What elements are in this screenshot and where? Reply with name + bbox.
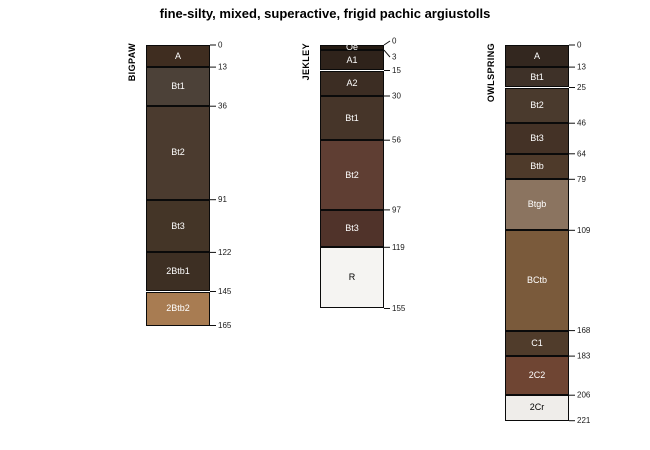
- horizon-label: R: [348, 272, 356, 283]
- depth-tick-label: 91: [218, 195, 227, 204]
- horizon-label: 2Btb1: [166, 266, 190, 277]
- horizon-bigpaw-bt1: Bt1: [146, 67, 210, 107]
- depth-tick-label: 122: [218, 248, 232, 257]
- horizon-label: Bt1: [345, 112, 359, 123]
- profile-id-bigpaw: BIGPAW: [127, 43, 137, 82]
- depth-tick-label: 13: [218, 63, 227, 72]
- horizon-label: Bt3: [171, 220, 185, 231]
- horizon-label: A: [533, 50, 540, 61]
- depth-tick-label: 0: [577, 41, 582, 50]
- horizon-jekley-bt1: Bt1: [320, 96, 384, 141]
- horizon-label: A: [174, 50, 181, 61]
- depth-tick-label: 46: [577, 119, 586, 128]
- horizon-owlspring-bt1: Bt1: [505, 67, 569, 88]
- horizon-label: A2: [346, 77, 358, 88]
- depth-tick-label: 119: [392, 243, 405, 252]
- profile-id-jekley: JEKLEY: [301, 43, 311, 81]
- horizon-label: Bt3: [530, 132, 544, 143]
- horizon-bigpaw-bt3: Bt3: [146, 199, 210, 253]
- horizon-jekley-a2: A2: [320, 70, 384, 96]
- horizon-label: BCtb: [526, 274, 547, 285]
- horizon-label: Bt2: [530, 99, 544, 110]
- depth-tick-label: 64: [577, 149, 586, 158]
- horizon-owlspring-2c2: 2C2: [505, 356, 569, 396]
- horizon-label: 2C2: [528, 370, 546, 381]
- depth-tick-label: 145: [218, 287, 232, 296]
- horizon-label: C1: [531, 337, 543, 348]
- depth-tick-label: 155: [392, 304, 406, 313]
- horizon-bigpaw-2btb1: 2Btb1: [146, 252, 210, 292]
- horizon-jekley-bt3: Bt3: [320, 209, 384, 248]
- horizon-owlspring-a: A: [505, 45, 569, 68]
- horizon-label: 2Btb2: [166, 303, 190, 313]
- horizon-owlspring-btb: Btb: [505, 153, 569, 180]
- horizon-label: A1: [346, 54, 358, 65]
- horizon-label: Bt1: [530, 71, 544, 82]
- horizon-owlspring-bt3: Bt3: [505, 123, 569, 154]
- horizon-bigpaw-2btb2: 2Btb2: [146, 291, 210, 326]
- horizon-label: Bt2: [345, 169, 359, 180]
- horizon-owlspring-bctb: BCtb: [505, 230, 569, 331]
- depth-tick-label: 168: [577, 326, 591, 335]
- depth-tick-label: 13: [577, 63, 586, 72]
- horizon-label: Bt2: [171, 147, 185, 158]
- horizon-owlspring-2cr: 2Cr: [505, 395, 569, 421]
- profile-id-owlspring: OWLSPRING: [486, 43, 496, 103]
- horizon-label: Bt3: [345, 223, 359, 234]
- depth-tick-label: 221: [577, 416, 591, 425]
- horizon-label: Btb: [530, 161, 544, 172]
- horizon-jekley-r: R: [320, 247, 384, 309]
- horizon-label: Bt1: [171, 81, 185, 92]
- plot-title: fine-silty, mixed, superactive, frigid p…: [159, 6, 491, 21]
- depth-tick: [383, 40, 391, 46]
- depth-tick-label: 97: [392, 205, 401, 214]
- depth-tick-label: 79: [577, 175, 586, 184]
- horizon-label: 2Cr: [529, 402, 545, 413]
- depth-tick-label: 36: [218, 102, 227, 111]
- depth-tick: [383, 49, 391, 58]
- depth-tick-label: 30: [392, 92, 401, 101]
- horizon-label: Btgb: [527, 199, 547, 210]
- depth-tick-label: 0: [392, 37, 397, 46]
- depth-tick-label: 206: [577, 391, 591, 400]
- horizon-bigpaw-a: A: [146, 45, 210, 68]
- horizon-jekley-oe: Oe: [320, 42, 384, 53]
- depth-tick-label: 165: [218, 321, 232, 330]
- horizon-owlspring-bt2: Bt2: [505, 87, 569, 124]
- depth-tick-label: 56: [392, 136, 401, 145]
- depth-tick-label: 0: [218, 41, 223, 50]
- depth-tick-label: 25: [577, 83, 586, 92]
- depth-tick-label: 15: [392, 66, 401, 75]
- horizon-owlspring-btgb: Btgb: [505, 179, 569, 231]
- depth-tick-label: 183: [577, 352, 591, 361]
- horizon-bigpaw-bt2: Bt2: [146, 106, 210, 200]
- horizon-jekley-a1: A1: [320, 50, 384, 71]
- horizon-owlspring-c1: C1: [505, 330, 569, 357]
- horizon-label: Oe: [345, 42, 358, 53]
- depth-tick-label: 109: [577, 226, 591, 235]
- horizon-jekley-bt2: Bt2: [320, 140, 384, 210]
- depth-tick-label: 3: [392, 53, 397, 62]
